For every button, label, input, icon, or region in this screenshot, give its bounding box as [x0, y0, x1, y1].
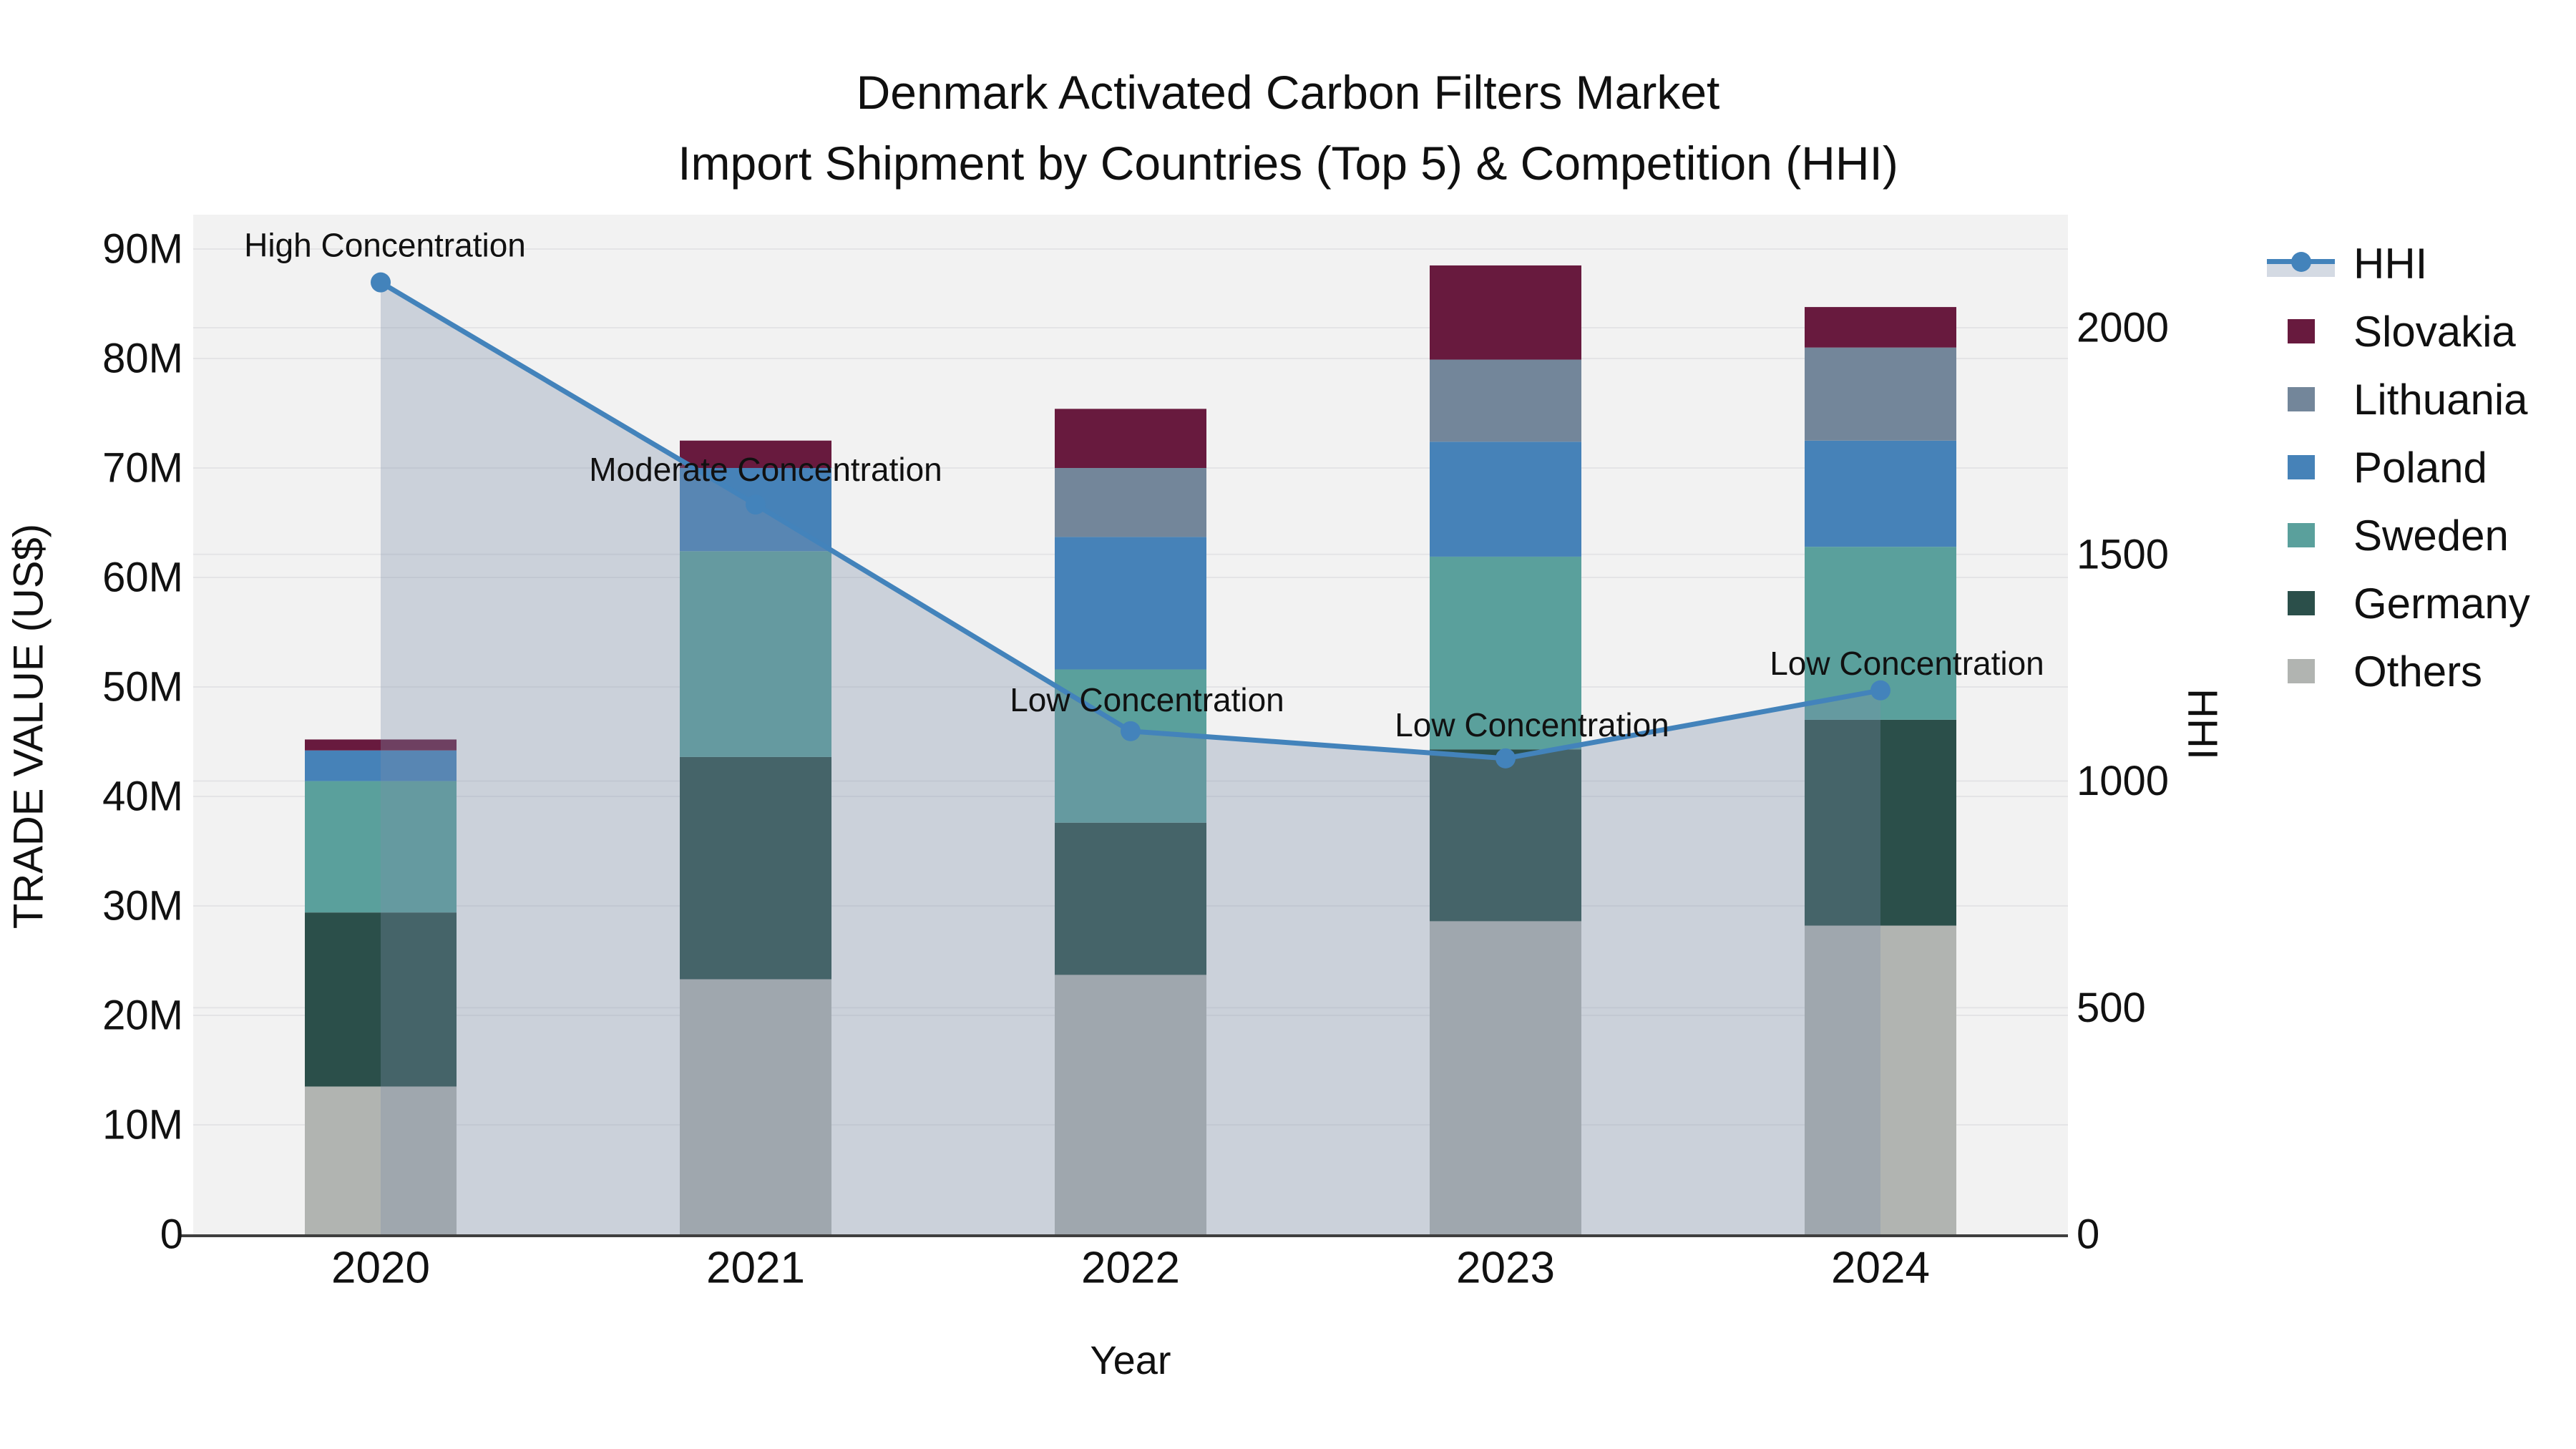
annotation-2022: Low Concentration [1010, 681, 1284, 718]
bar-segment-germany-2020[interactable] [305, 912, 457, 1087]
y-right-tick-label: 1000 [2077, 758, 2169, 804]
legend-hhi-line-icon [2267, 242, 2335, 285]
legend-label: Poland [2353, 443, 2487, 492]
bar-segment-poland-2023[interactable] [1430, 441, 1581, 557]
legend-label: Germany [2353, 579, 2530, 628]
x-tick-label-2021: 2021 [706, 1244, 805, 1293]
annotation-2024: Low Concentration [1770, 645, 2044, 682]
legend-item-slovakia[interactable]: Slovakia [2267, 307, 2530, 356]
bar-segment-sweden-2021[interactable] [680, 551, 831, 757]
legend-item-sweden[interactable]: Sweden [2267, 511, 2530, 560]
y-left-tick-label: 90M [102, 226, 183, 273]
bar-segment-germany-2022[interactable] [1055, 822, 1206, 975]
bar-segment-sweden-2022[interactable] [1055, 669, 1206, 823]
hhi-marker-2021[interactable] [746, 494, 766, 515]
hhi-marker-icon [2291, 252, 2311, 272]
chart-title-line1: Denmark Activated Carbon Filters Market [856, 66, 1720, 119]
bar-segment-lithuania-2022[interactable] [1055, 468, 1206, 537]
legend-color-swatch-slovakia [2267, 310, 2335, 353]
annotation-2023: Low Concentration [1395, 706, 1669, 743]
bar-segment-poland-2022[interactable] [1055, 537, 1206, 670]
bar-segment-germany-2024[interactable] [1805, 719, 1956, 926]
y-right-tick-label: 500 [2077, 985, 2146, 1031]
annotation-2021: Moderate Concentration [589, 451, 942, 488]
color-swatch [2288, 523, 2315, 547]
y-right-tick-label: 1500 [2077, 531, 2169, 577]
bar-segment-slovakia-2024[interactable] [1805, 307, 1956, 348]
x-tick-label-2024: 2024 [1831, 1244, 1930, 1293]
x-tick-label-2023: 2023 [1456, 1244, 1555, 1293]
color-swatch [2288, 319, 2315, 343]
x-axis-title: Year [1090, 1337, 1171, 1382]
y-left-tick-label: 20M [102, 992, 183, 1039]
legend-item-hhi[interactable]: HHI [2267, 239, 2530, 288]
legend-item-others[interactable]: Others [2267, 647, 2530, 696]
y-left-tick-label: 40M [102, 774, 183, 820]
y-left-tick-label: 70M [102, 445, 183, 492]
hhi-marker-2020[interactable] [371, 272, 391, 293]
color-swatch [2288, 387, 2315, 411]
legend-color-swatch-lithuania [2267, 378, 2335, 421]
y-left-tick-label: 50M [102, 664, 183, 711]
y-left-tick-label: 10M [102, 1102, 183, 1148]
legend: HHI Slovakia Lithuania Poland Sweden Germany O… [2267, 239, 2530, 718]
hhi-marker-2022[interactable] [1121, 721, 1141, 741]
bar-segment-slovakia-2023[interactable] [1430, 265, 1581, 360]
hhi-area-fill [381, 282, 1880, 1234]
bar-segment-others-2023[interactable] [1430, 921, 1581, 1234]
y-axis-title-left: TRADE VALUE (US$) [5, 523, 52, 930]
bar-segment-germany-2023[interactable] [1430, 749, 1581, 922]
y-right-tick-label: 0 [2077, 1211, 2099, 1258]
y-left-tick-label: 0 [160, 1211, 183, 1258]
bar-segment-slovakia-2022[interactable] [1055, 409, 1206, 468]
legend-label: Slovakia [2353, 307, 2516, 356]
bar-segment-slovakia-2021[interactable] [680, 440, 831, 468]
bar-segment-germany-2021[interactable] [680, 756, 831, 980]
color-swatch [2288, 591, 2315, 615]
legend-color-swatch-others [2267, 650, 2335, 693]
legend-color-swatch-germany [2267, 582, 2335, 625]
bar-segment-others-2020[interactable] [305, 1086, 457, 1234]
chart-title-line2: Import Shipment by Countries (Top 5) & C… [678, 137, 1898, 190]
bar-segment-lithuania-2024[interactable] [1805, 347, 1956, 441]
hhi-marker-2024[interactable] [1870, 680, 1890, 701]
bar-segment-poland-2020[interactable] [305, 750, 457, 781]
y-axis-title-right: HHI [2179, 688, 2226, 760]
legend-item-poland[interactable]: Poland [2267, 443, 2530, 492]
chart-title: Denmark Activated Carbon Filters Market … [0, 57, 2576, 199]
bar-segment-others-2022[interactable] [1055, 975, 1206, 1234]
legend-color-swatch-poland [2267, 446, 2335, 489]
bar-segment-poland-2024[interactable] [1805, 440, 1956, 547]
y-left-tick-label: 30M [102, 883, 183, 930]
bar-segment-others-2024[interactable] [1805, 925, 1956, 1234]
y-right-tick-label: 2000 [2077, 305, 2169, 351]
bar-segment-sweden-2023[interactable] [1430, 556, 1581, 750]
legend-item-lithuania[interactable]: Lithuania [2267, 375, 2530, 424]
annotation-2020: High Concentration [244, 227, 526, 264]
legend-color-swatch-sweden [2267, 514, 2335, 557]
y-left-tick-label: 60M [102, 555, 183, 601]
color-swatch [2288, 659, 2315, 683]
legend-item-germany[interactable]: Germany [2267, 579, 2530, 628]
x-tick-label-2022: 2022 [1081, 1244, 1180, 1293]
legend-label: Lithuania [2353, 375, 2528, 424]
legend-label: Others [2353, 647, 2483, 696]
bar-segment-sweden-2020[interactable] [305, 781, 457, 913]
bar-segment-lithuania-2023[interactable] [1430, 359, 1581, 442]
legend-label: Sweden [2353, 511, 2509, 560]
bar-segment-slovakia-2020[interactable] [305, 739, 457, 751]
color-swatch [2288, 455, 2315, 479]
x-tick-label-2020: 2020 [331, 1244, 430, 1293]
legend-label: HHI [2353, 239, 2428, 288]
y-left-tick-label: 80M [102, 336, 183, 382]
hhi-marker-2023[interactable] [1496, 748, 1516, 769]
bar-segment-others-2021[interactable] [680, 979, 831, 1234]
